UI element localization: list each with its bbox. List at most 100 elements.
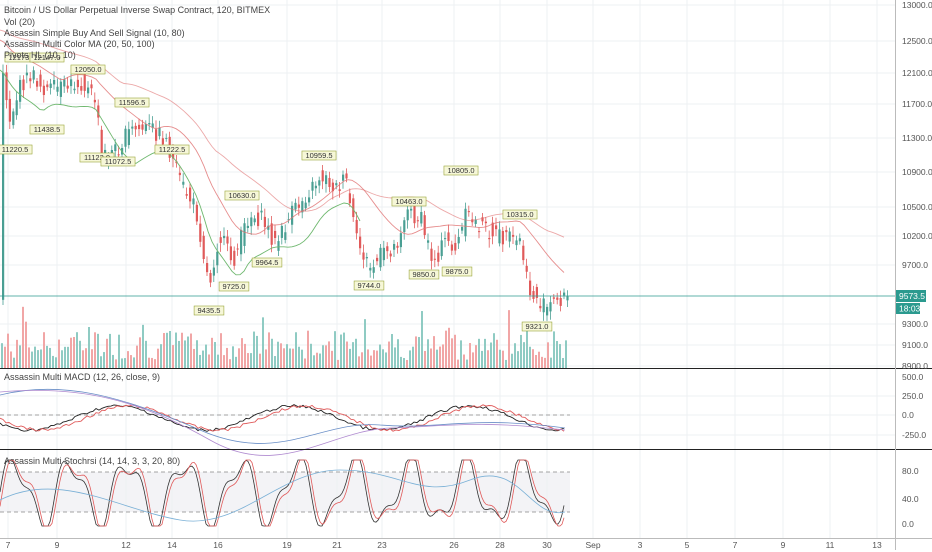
volume-bar <box>460 340 462 368</box>
stoch-title[interactable]: Assassin Multi Stochrsi (14, 14, 3, 3, 2… <box>4 456 181 466</box>
candle-body <box>53 79 56 85</box>
candle-body <box>39 74 42 87</box>
candle-body <box>342 174 345 181</box>
candle-body <box>481 217 484 222</box>
pivot-label: 11072.5 <box>105 157 132 166</box>
volume-bar <box>100 356 102 368</box>
volume-bar <box>394 347 396 368</box>
indicator-pivots[interactable]: Pivots HL (10, 10) <box>4 50 76 60</box>
pivot-label: 9850.0 <box>413 270 436 279</box>
macd-slow-line-2 <box>0 389 566 456</box>
pivot-label: 9744.0 <box>358 281 381 290</box>
candle-body <box>529 280 532 296</box>
volume-bar <box>208 354 210 368</box>
candle-body <box>199 223 202 242</box>
candle-body <box>155 129 158 141</box>
candle-body <box>515 240 518 246</box>
candle-body <box>488 237 491 240</box>
volume-bar <box>226 347 228 368</box>
volume-bar <box>52 355 54 368</box>
candle-body <box>100 129 103 154</box>
price-axis-label: 8900.0 <box>902 361 928 371</box>
pivot-badge <box>251 257 283 268</box>
volume-bar <box>64 346 66 368</box>
candle-body <box>151 123 154 128</box>
candle-body <box>49 83 52 88</box>
volume-bar <box>373 350 375 368</box>
macd-line <box>0 404 565 432</box>
volume-bar <box>16 339 18 368</box>
volume-bar <box>427 339 429 368</box>
volume-bar <box>316 352 318 368</box>
pivot-badge <box>224 190 260 201</box>
volume-bar <box>139 337 141 368</box>
volume-bar <box>268 332 270 368</box>
volume-bar <box>301 349 303 368</box>
candle-body <box>36 81 39 87</box>
candle-body <box>484 221 487 224</box>
volume-bar <box>385 352 387 368</box>
macd-axis-label: -250.0 <box>902 430 926 440</box>
volume-bar <box>274 356 276 368</box>
volume-bar <box>358 356 360 368</box>
volume-bar <box>433 336 435 368</box>
price-axis-label: 9100.0 <box>902 340 928 350</box>
pivot-badge <box>301 150 337 161</box>
macd-title[interactable]: Assassin Multi MACD (12, 26, close, 9) <box>4 372 161 382</box>
main-pane[interactable] <box>0 0 895 368</box>
candle-body <box>46 84 49 88</box>
stoch-band <box>0 472 570 512</box>
candle-body <box>257 212 260 227</box>
volume-bar <box>343 332 345 368</box>
time-axis-label: 12 <box>121 540 131 550</box>
price-axis-label: 11700.0 <box>902 99 932 109</box>
time-axis-label: 3 <box>638 540 643 550</box>
candle-body <box>42 85 45 96</box>
candle-body <box>158 127 161 137</box>
candle-body <box>539 305 542 309</box>
volume-bar <box>478 338 480 368</box>
candle-body <box>131 126 134 129</box>
candle-body <box>66 85 69 89</box>
candle-body <box>182 181 185 185</box>
volume-bar <box>157 348 159 368</box>
volume-bar <box>244 343 246 368</box>
stoch-axis-label: 80.0 <box>902 466 919 476</box>
indicator-buy-sell[interactable]: Assassin Simple Buy And Sell Signal (10,… <box>4 28 185 38</box>
pivot-badge <box>29 124 65 135</box>
candle-body <box>338 189 341 192</box>
volume-bar <box>430 348 432 368</box>
pivot-badge <box>502 209 538 220</box>
candle-body <box>386 246 389 252</box>
ma-line-100 <box>0 69 361 276</box>
volume-bar <box>289 348 291 368</box>
candle-body <box>403 220 406 233</box>
volume-bar <box>70 337 72 368</box>
volume-bar <box>238 348 240 368</box>
volume-bar <box>400 356 402 368</box>
candle-body <box>399 233 402 248</box>
candle-body <box>250 217 253 227</box>
candle-body <box>260 210 263 213</box>
volume-bar <box>121 358 123 368</box>
pivot-label: 11220.5 <box>2 145 29 154</box>
time-axis-label: Sep <box>585 540 600 550</box>
volume-bar <box>331 350 333 368</box>
volume-bar <box>304 358 306 368</box>
volume-bar <box>529 346 531 368</box>
indicator-multi-ma[interactable]: Assassin Multi Color MA (20, 50, 100) <box>4 39 155 49</box>
indicator-vol[interactable]: Vol (20) <box>4 17 36 27</box>
pivot-badge <box>70 64 106 75</box>
volume-bar <box>55 357 57 368</box>
candle-body <box>87 87 90 94</box>
volume-bar <box>484 338 486 368</box>
volume-bar <box>181 332 183 368</box>
volume-bar <box>85 348 87 368</box>
volume-bar <box>118 334 120 368</box>
candle-body <box>450 244 453 251</box>
volume-bar <box>463 354 465 368</box>
volume-bar <box>457 359 459 368</box>
volume-bar <box>40 349 42 368</box>
